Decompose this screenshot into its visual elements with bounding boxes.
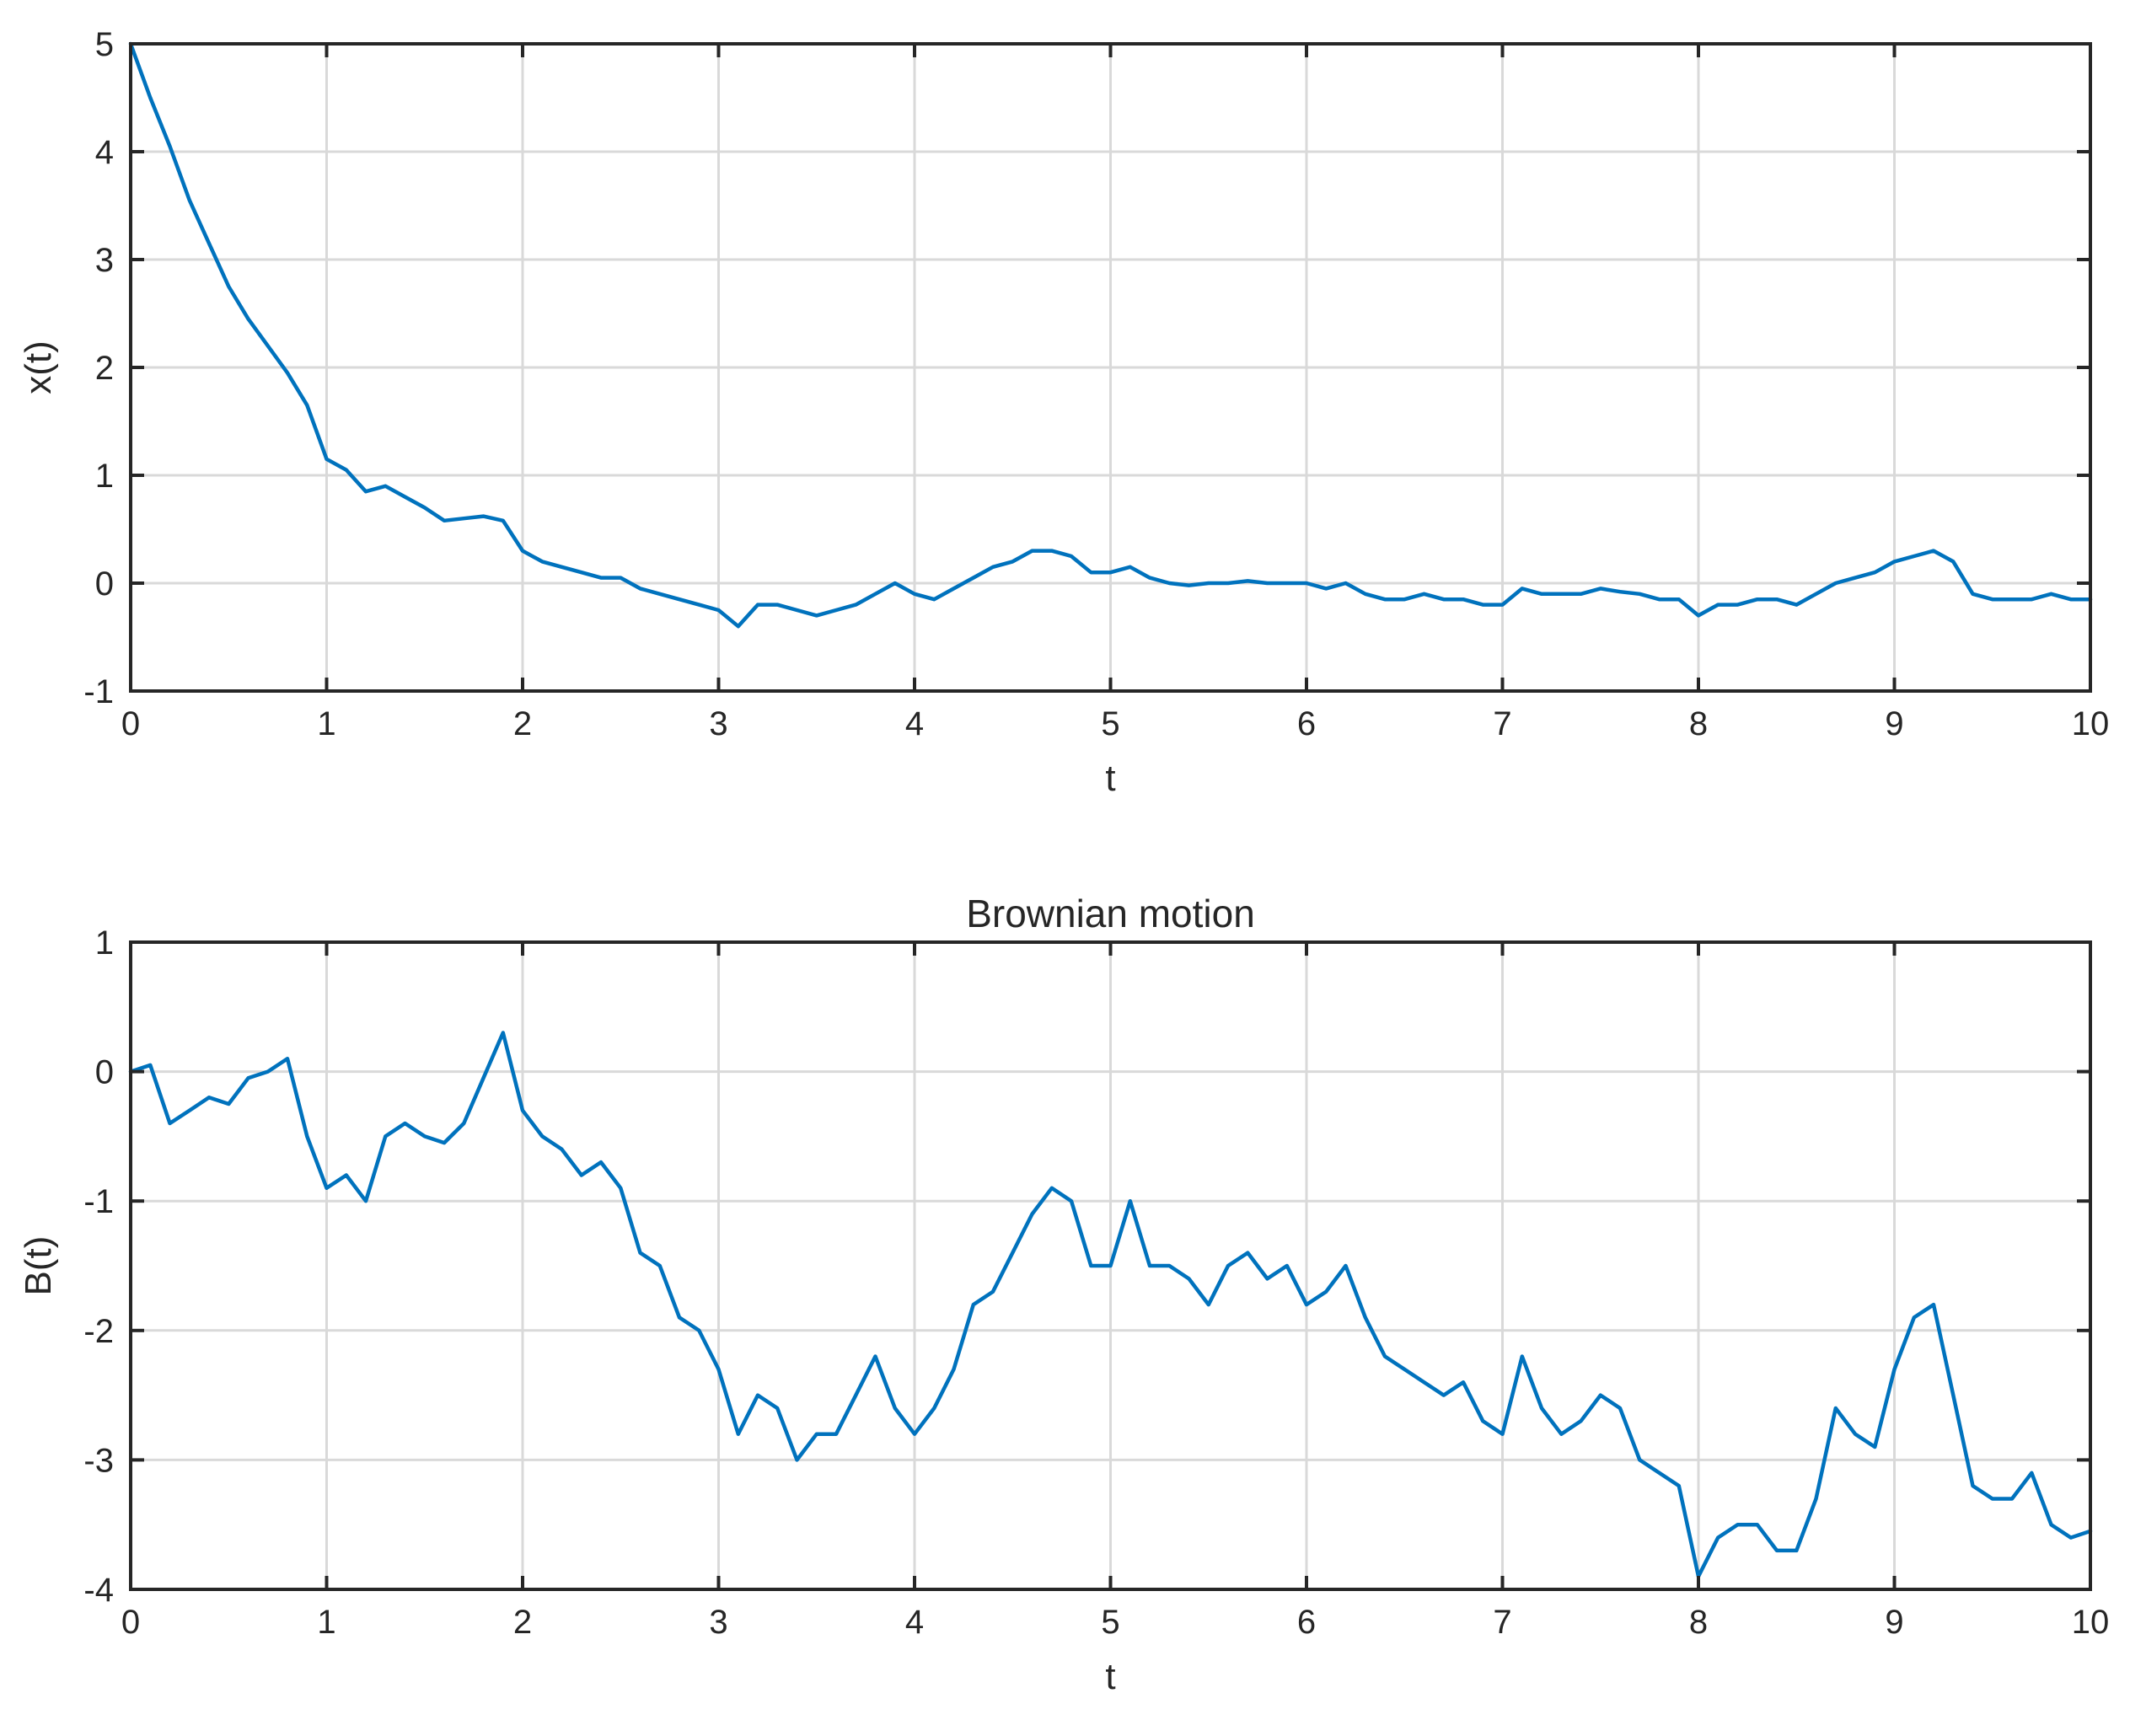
x-tick-label: 6 xyxy=(1297,1604,1316,1641)
series-line xyxy=(128,41,2093,629)
x-tick-label: 8 xyxy=(1689,1604,1708,1641)
series-line xyxy=(128,1031,2093,1578)
y-tick-label: -3 xyxy=(83,1442,114,1479)
x-axis-label: t xyxy=(1105,758,1115,799)
x-tick-label: 5 xyxy=(1101,1604,1119,1641)
y-tick-label: 1 xyxy=(95,924,114,962)
chart-brownian-motion: 0 1 2 3 4 5 6 7 8 9 10 -4 -3 -2 -1 0 1 t B(t) Brownian moti… xyxy=(18,892,2109,1697)
y-tick-label: 4 xyxy=(95,134,114,171)
x-tick-label: 3 xyxy=(709,1604,727,1641)
x-tick-label: 1 xyxy=(317,705,335,742)
x-tick-label: 10 xyxy=(2072,705,2110,742)
x-tick-label: 3 xyxy=(709,705,727,742)
y-tick-label: -4 xyxy=(83,1572,114,1609)
x-tick-label: 4 xyxy=(905,1604,924,1641)
y-tick-label: 3 xyxy=(95,242,114,279)
y-tick-label: 1 xyxy=(95,458,114,495)
x-tick-label: 8 xyxy=(1689,705,1708,742)
y-tick-label: -2 xyxy=(83,1313,114,1350)
x-tick-label: 7 xyxy=(1493,1604,1511,1641)
x-tick-label: 7 xyxy=(1493,705,1511,742)
y-tick-label: 2 xyxy=(95,350,114,387)
y-tick-label: 5 xyxy=(95,26,114,63)
y-axis-label: B(t) xyxy=(18,1236,59,1296)
x-tick-label: 6 xyxy=(1297,705,1316,742)
x-tick-label: 2 xyxy=(513,705,532,742)
x-tick-label: 10 xyxy=(2072,1604,2110,1641)
x-tick-label: 0 xyxy=(121,705,140,742)
y-tick-label: -1 xyxy=(83,673,114,710)
y-tick-label: 0 xyxy=(95,565,114,603)
x-tick-label: 2 xyxy=(513,1604,532,1641)
chart-title: Brownian motion xyxy=(966,892,1255,935)
x-tick-label: 1 xyxy=(317,1604,335,1641)
y-tick-label: 0 xyxy=(95,1054,114,1091)
y-tick-label: -1 xyxy=(83,1183,114,1220)
x-tick-label: 9 xyxy=(1885,705,1903,742)
x-axis-label: t xyxy=(1105,1656,1115,1697)
x-tick-label: 5 xyxy=(1101,705,1119,742)
x-tick-label: 0 xyxy=(121,1604,140,1641)
x-tick-label: 4 xyxy=(905,705,924,742)
y-axis-label: x(t) xyxy=(18,340,59,394)
x-tick-label: 9 xyxy=(1885,1604,1903,1641)
